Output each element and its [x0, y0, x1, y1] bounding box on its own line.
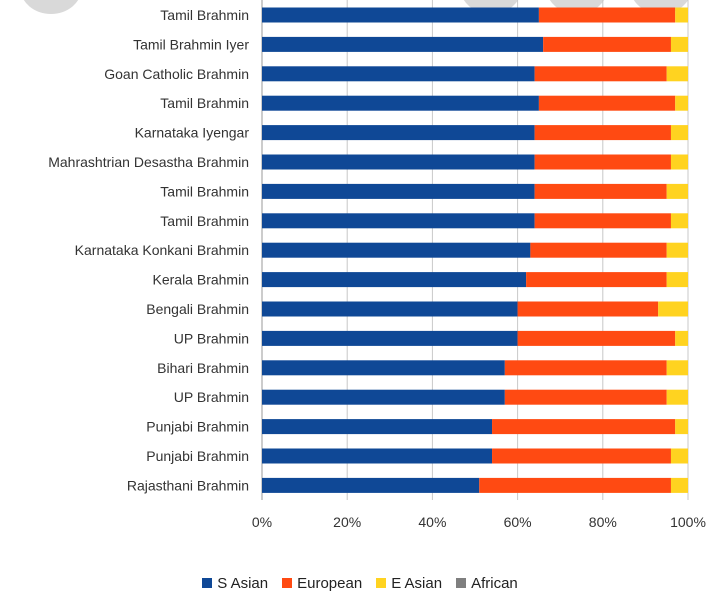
category-label: Bihari Brahmin [157, 360, 249, 376]
bar-segment [543, 36, 671, 52]
bar-segment [670, 36, 688, 52]
bar-segment [534, 66, 667, 82]
bar-segment [492, 448, 671, 464]
category-label: Kerala Brahmin [153, 272, 250, 288]
legend-swatch [376, 578, 387, 588]
bar-segment [504, 389, 667, 405]
bar-segment [538, 7, 676, 23]
bar-segment [262, 242, 531, 258]
bar-segment [517, 301, 659, 317]
x-tick-label: 80% [589, 514, 617, 530]
bar-segment [538, 95, 676, 111]
x-tick-label: 20% [333, 514, 361, 530]
bar-segment [670, 213, 688, 229]
bar-segment [675, 95, 688, 111]
bar-segment [262, 272, 527, 288]
category-label: Mahrashtrian Desastha Brahmin [48, 154, 249, 170]
bar-segment [670, 125, 688, 141]
category-label: Karnataka Konkani Brahmin [75, 242, 249, 258]
legend-swatch [202, 578, 213, 588]
legend-item: S Asian [202, 575, 268, 592]
bar-segment [262, 183, 535, 199]
bar-segment [262, 36, 544, 52]
bar-segment [262, 477, 480, 493]
bar-segment [479, 477, 671, 493]
legend-label: S Asian [217, 574, 269, 592]
bar-segment [492, 419, 676, 435]
category-label: Goan Catholic Brahmin [104, 66, 249, 82]
legend-swatch [282, 578, 293, 588]
category-labels: Tamil Brahmin Tamil Brahmin Iyer Goan Cath… [48, 7, 249, 493]
bar-segment [262, 154, 535, 170]
category-label: Tamil Brahmin [160, 183, 249, 199]
bar-segment [666, 360, 688, 376]
legend-item: E Asian [376, 575, 442, 592]
category-label: Tamil Brahmin Iyer [133, 36, 249, 52]
bar-segment [262, 95, 539, 111]
legend-label: E Asian [391, 574, 443, 592]
bar-segment [262, 7, 539, 23]
bar-segment [675, 330, 688, 346]
bar-segment [262, 448, 493, 464]
category-label: Tamil Brahmin [160, 95, 249, 111]
x-tick-label: 40% [418, 514, 446, 530]
bar-segment [666, 66, 688, 82]
bar-segment [534, 213, 671, 229]
bar-segment [670, 477, 688, 493]
bars [262, 7, 688, 493]
category-label: Tamil Brahmin [160, 213, 249, 229]
bar-segment [262, 213, 535, 229]
bar-segment [534, 183, 667, 199]
bar-segment [262, 330, 518, 346]
bar-segment [658, 301, 688, 317]
legend-label: African [471, 574, 518, 592]
legend-label: European [297, 574, 363, 592]
bar-segment [262, 125, 535, 141]
bar-segment [504, 360, 667, 376]
legend-item: African [456, 575, 518, 592]
category-label: Punjabi Brahmin [146, 448, 249, 464]
bar-segment [526, 272, 667, 288]
category-label: UP Brahmin [174, 389, 249, 405]
x-tick-labels: 0% 20% 40% 60% 80% 100% [252, 514, 706, 530]
category-label: Bengali Brahmin [146, 301, 249, 317]
bar-segment [262, 301, 518, 317]
category-label: Rajasthani Brahmin [127, 477, 249, 493]
category-label: Tamil Brahmin [160, 7, 249, 23]
bar-segment [666, 389, 688, 405]
x-tick-label: 100% [670, 514, 706, 530]
category-label: Karnataka Iyengar [135, 125, 250, 141]
legend-swatch [456, 578, 467, 588]
x-tick-label: 0% [252, 514, 272, 530]
bar-segment [262, 66, 535, 82]
category-label: UP Brahmin [174, 330, 249, 346]
bar-segment [675, 419, 688, 435]
bar-segment [666, 272, 688, 288]
legend-item: European [282, 575, 362, 592]
bar-segment [670, 154, 688, 170]
stacked-bar-chart: Tamil Brahmin Tamil Brahmin Iyer Goan Cath… [48, 0, 706, 530]
x-tick-label: 60% [504, 514, 532, 530]
bar-segment [530, 242, 667, 258]
bar-segment [517, 330, 676, 346]
category-label: Punjabi Brahmin [146, 419, 249, 435]
bar-segment [675, 7, 688, 23]
bar-segment [262, 360, 505, 376]
legend: S Asian European E Asian African [0, 572, 720, 594]
bar-segment [262, 389, 505, 405]
bar-segment [534, 125, 671, 141]
bar-segment [666, 242, 688, 258]
bar-segment [262, 419, 493, 435]
bar-segment [534, 154, 671, 170]
bar-segment [666, 183, 688, 199]
bar-segment [670, 448, 688, 464]
